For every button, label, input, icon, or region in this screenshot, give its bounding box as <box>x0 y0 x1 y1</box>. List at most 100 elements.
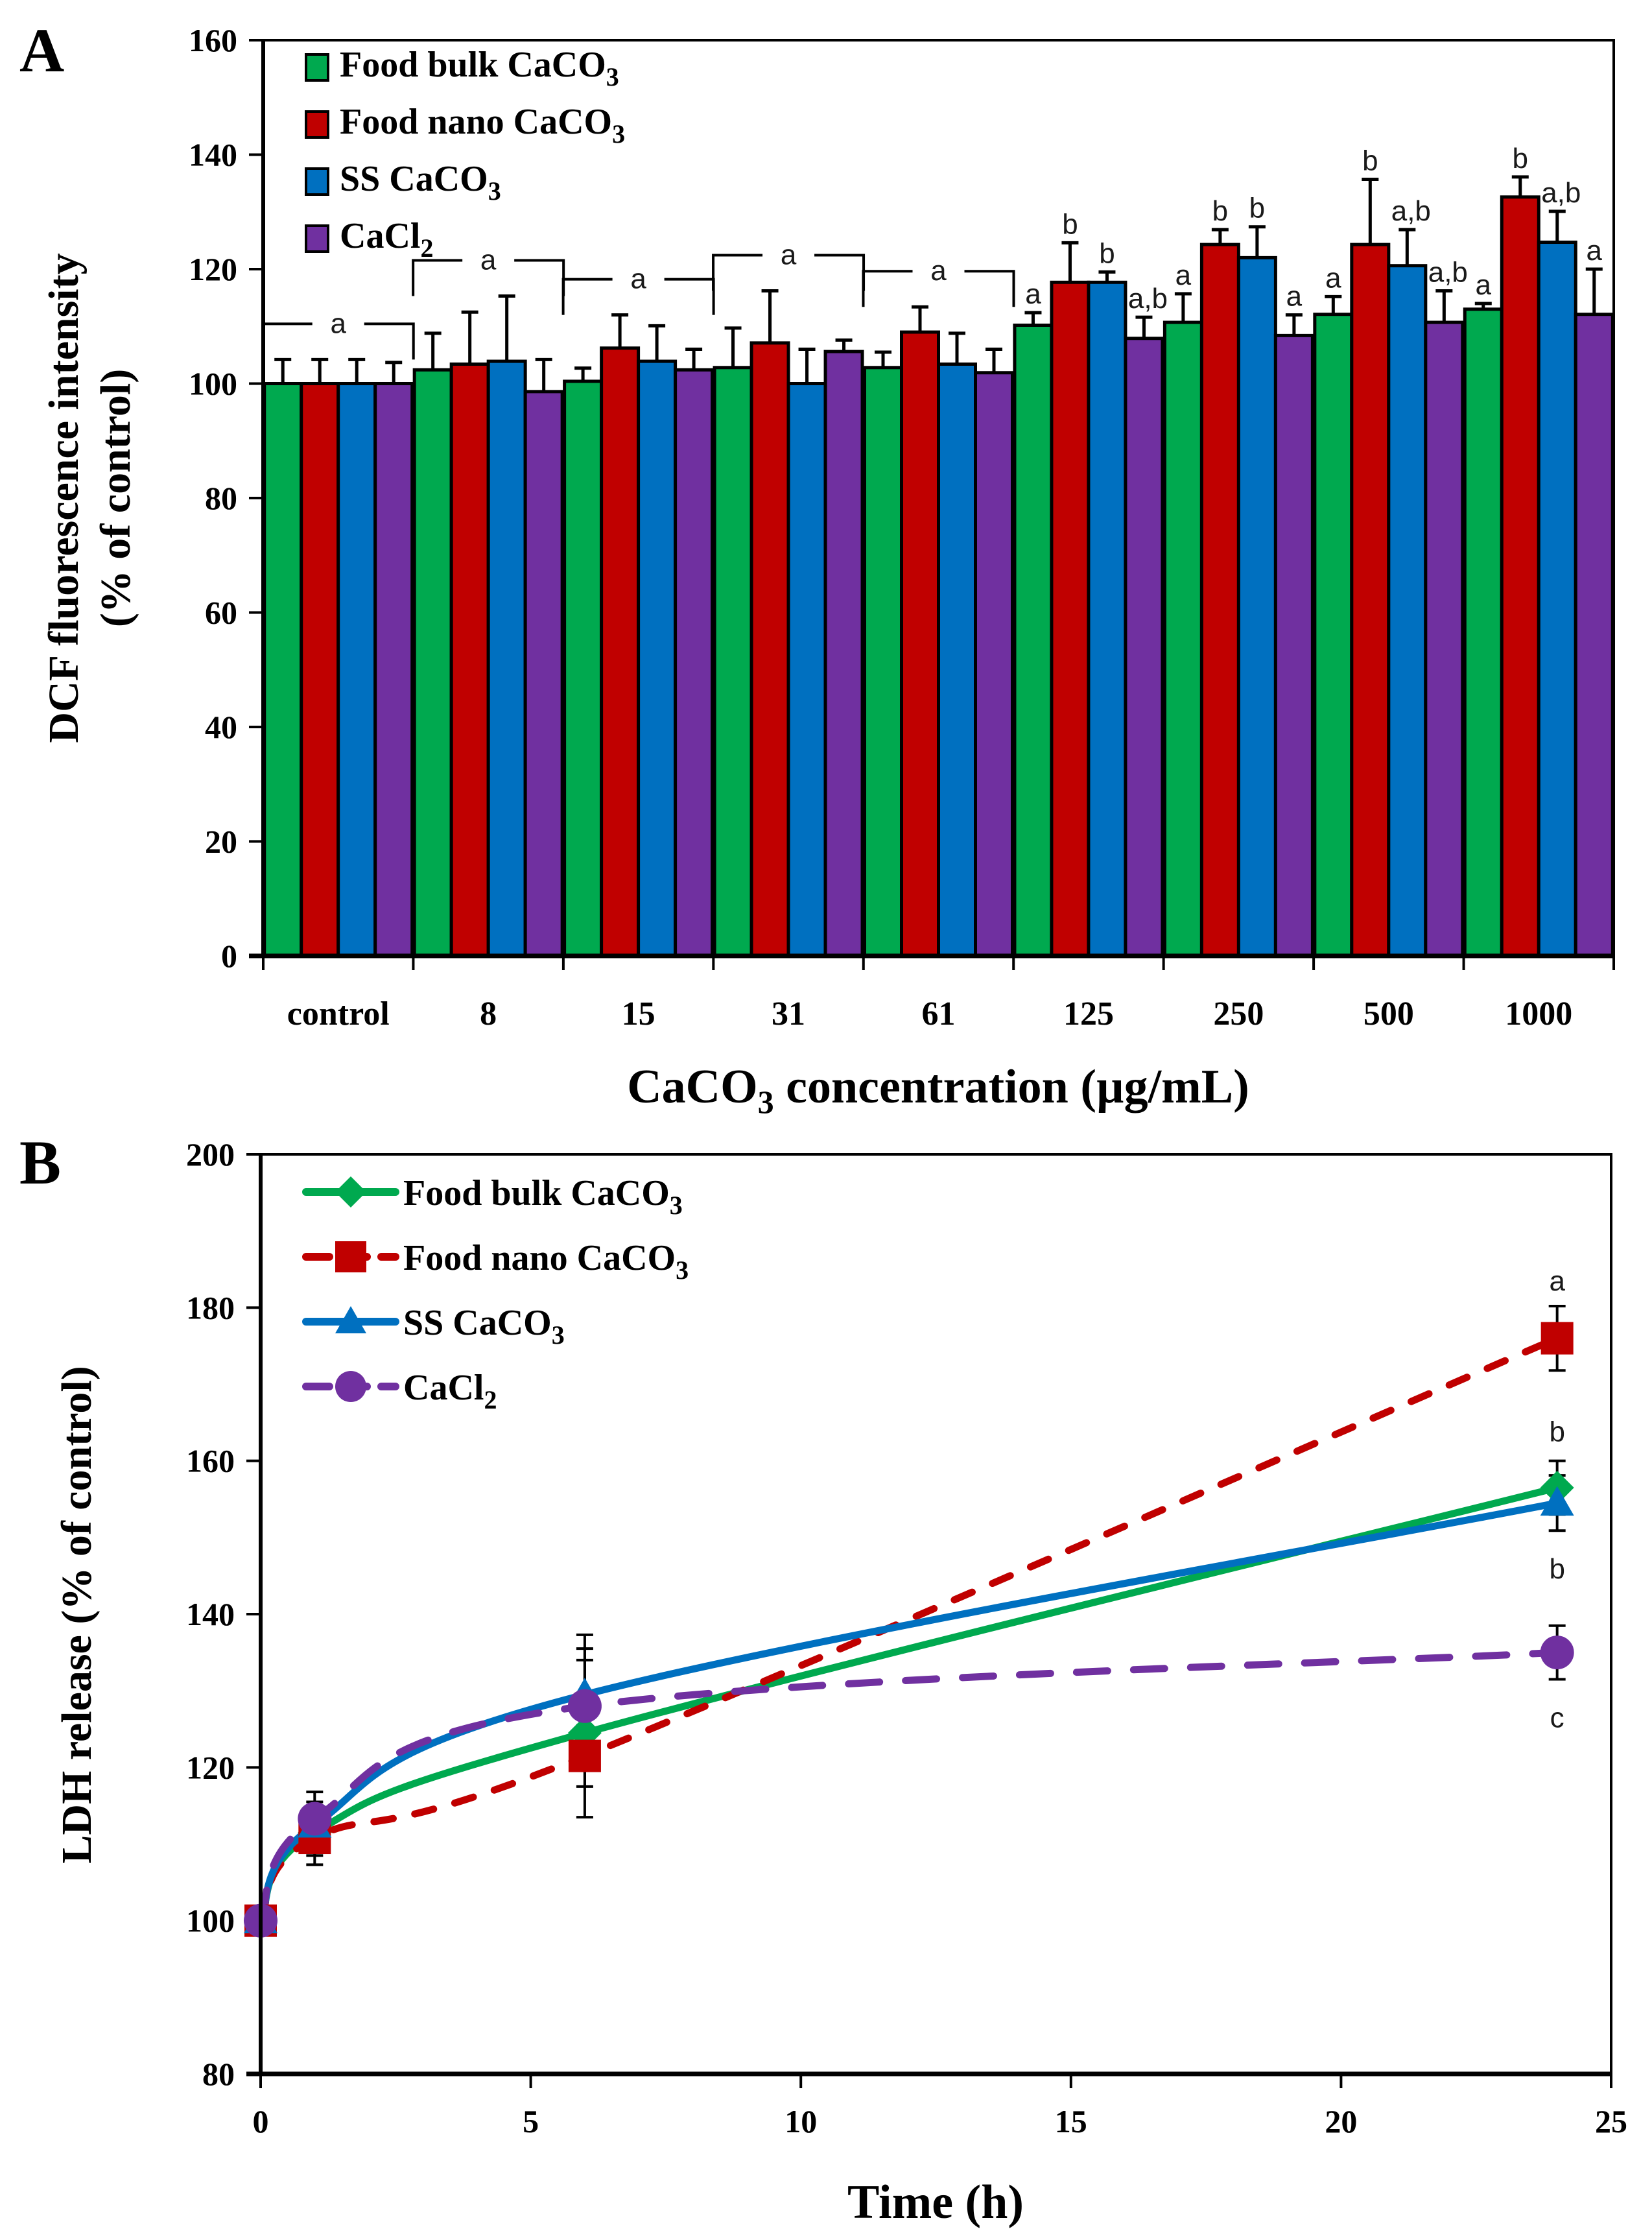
legend-label-subscript: 3 <box>488 176 501 206</box>
bar-cacl2-1000 <box>1574 313 1614 958</box>
bar-ss-caco3-125 <box>1087 280 1127 958</box>
bar-food-nano-caco3-500 <box>1350 243 1391 958</box>
significance-letter: a,b <box>1391 195 1431 227</box>
legend-label-food-bulk-caco3: Food bulk CaCO3 <box>340 45 619 91</box>
y-tick-label: 100 <box>186 1903 235 1939</box>
y-tick-label: 60 <box>205 595 237 631</box>
significance-letter: c <box>1550 1702 1564 1733</box>
legend-label-text: Food nano CaCO <box>340 102 612 142</box>
panel-b-line-chart: B LDH release (% of control) 80 100 120 140… <box>19 1128 1627 2229</box>
group-bracket <box>862 270 1015 307</box>
bar-ss-caco3-1000 <box>1537 241 1577 958</box>
legend-label-text: Food bulk CaCO <box>340 45 606 85</box>
panel-b-ticks: 80 100 120 140 160 180 200 0 5 10 15 20 25 <box>186 1136 1627 2139</box>
panel-a-x-tick-labels: control 8 15 31 61 125 250 500 1000 <box>287 995 1573 1032</box>
significance-letter: b <box>1513 143 1528 174</box>
bar-food-bulk-caco3-15 <box>563 379 604 958</box>
bar-ss-caco3-31 <box>786 382 827 958</box>
bar-ss-caco3-250 <box>1236 256 1277 958</box>
significance-letter: b <box>1362 145 1378 176</box>
bar-cacl2-15 <box>674 368 714 958</box>
x-tick-label: 31 <box>772 995 805 1032</box>
y-tick-label: 20 <box>205 824 237 860</box>
panel-a-axes <box>249 39 1615 970</box>
panel-b-x-axis-title: Time (h) <box>847 2176 1024 2229</box>
bar-food-bulk-caco3-control <box>263 382 303 958</box>
bar-food-nano-caco3-1000 <box>1500 195 1540 958</box>
legend-label-subscript: 3 <box>676 1256 689 1285</box>
legend-label-food-nano-caco3: Food nano CaCO3 <box>340 102 625 149</box>
panel-b-significance-letters: a b b c <box>1549 1265 1565 1733</box>
bar-cacl2-250 <box>1273 333 1314 958</box>
bar-ss-caco3-8 <box>486 359 527 958</box>
significance-letter: a <box>1286 281 1303 313</box>
significance-letter: b <box>1212 195 1228 227</box>
legend-label-cacl2: CaCl2 <box>340 216 433 263</box>
legend-label-subscript: 3 <box>606 62 619 91</box>
x-tick-label: 61 <box>922 995 956 1032</box>
marker-cacl2-t1 <box>298 1802 332 1836</box>
x-tick-label: 8 <box>480 995 497 1032</box>
bar-food-bulk-caco3-31 <box>713 366 753 958</box>
legend-label-text: SS CaCO <box>403 1303 552 1343</box>
bar-cacl2-125 <box>1124 337 1164 958</box>
panel-a-error-bars <box>274 175 1603 392</box>
legend-marker-ss-caco3 <box>335 1306 366 1333</box>
legend-label-text: CaCl <box>340 216 420 256</box>
y-tick-label: 80 <box>202 2056 235 2092</box>
x-title-pre: CaCO <box>627 1060 757 1113</box>
x-tick-label: 25 <box>1595 2103 1627 2139</box>
bar-cacl2-control <box>373 382 414 958</box>
x-tick-label: 10 <box>785 2103 817 2139</box>
bar-food-nano-caco3-control <box>300 382 340 958</box>
significance-letter: a <box>1476 269 1492 301</box>
y-tick-label: 160 <box>189 22 237 58</box>
legend-label-text: Food bulk CaCO <box>403 1173 670 1213</box>
panel-a-bars <box>263 195 1614 958</box>
bar-ss-caco3-control <box>336 382 377 958</box>
y-tick-label: 40 <box>205 709 237 745</box>
x-title-post: concentration (µg/mL) <box>774 1060 1249 1113</box>
panel-b-y-axis-title: LDH release (% of control) <box>53 1366 100 1863</box>
significance-letter: a,b <box>1128 283 1168 315</box>
significance-letter: a <box>1549 1265 1565 1297</box>
legend-label-subscript: 2 <box>484 1385 497 1414</box>
x-title-sub: 3 <box>758 1084 774 1120</box>
marker-food-nano-caco3-t24 <box>1540 1322 1574 1355</box>
significance-letter: a <box>1587 235 1603 267</box>
y-tick-label: 120 <box>186 1749 235 1785</box>
legend-label-food-nano-caco3: Food nano CaCO3 <box>403 1238 689 1285</box>
x-tick-label: control <box>287 995 390 1032</box>
line-food-bulk-caco3 <box>257 1484 1561 1925</box>
legend-label-text: SS CaCO <box>340 159 488 199</box>
x-tick-label: 250 <box>1213 995 1264 1032</box>
x-tick-label: 5 <box>523 2103 539 2139</box>
significance-letter: a,b <box>1428 257 1468 289</box>
y-tick-label: 180 <box>186 1289 235 1326</box>
line-food-nano-caco3 <box>257 1335 1561 1925</box>
bar-food-bulk-caco3-250 <box>1162 320 1203 958</box>
y-tick-label: 140 <box>186 1596 235 1632</box>
marker-cacl2-t24 <box>1540 1636 1574 1670</box>
bar-food-bulk-caco3-500 <box>1313 313 1354 958</box>
marker-ss-caco3-t24 <box>1540 1486 1574 1516</box>
y-tick-label: 140 <box>189 137 237 173</box>
panel-label-b: B <box>19 1128 61 1197</box>
plot-frame <box>259 1153 1612 2075</box>
bar-food-nano-caco3-31 <box>749 341 790 958</box>
panel-a-bar-chart: A DCF fluorescence intensity (% of contr… <box>19 16 1615 1120</box>
bar-ss-caco3-500 <box>1387 264 1428 958</box>
panel-a-y-title-line2: (% of control) <box>92 369 139 627</box>
bar-food-nano-caco3-15 <box>600 346 641 958</box>
panel-a-x-axis-title: CaCO3 concentration (µg/mL) <box>627 1060 1249 1120</box>
bracket-label: a <box>480 244 497 276</box>
bar-food-bulk-caco3-1000 <box>1463 307 1504 958</box>
x-tick-label: 1000 <box>1505 995 1572 1032</box>
bar-cacl2-8 <box>523 390 564 958</box>
line-ss-caco3 <box>257 1499 1561 1925</box>
significance-letter: b <box>1062 208 1078 240</box>
legend-label-subscript: 3 <box>670 1191 683 1220</box>
panel-a-y-title-line1: DCF fluorescence intensity <box>40 253 88 743</box>
marker-food-nano-caco3-t6 <box>568 1739 601 1772</box>
panel-b-axes <box>246 1153 1612 2077</box>
